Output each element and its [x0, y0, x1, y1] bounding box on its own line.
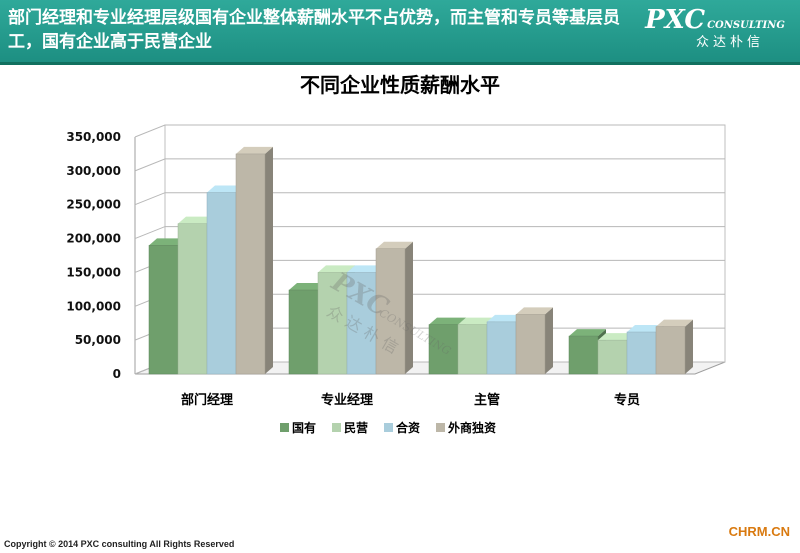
bar-国有-主管: [428, 324, 459, 375]
bar-top: [318, 265, 355, 273]
site-logo-text: CHRM.CN: [728, 524, 790, 539]
bar-top: [516, 307, 553, 315]
legend-label: 合资: [396, 420, 420, 435]
y-tick-label: 250,000: [66, 198, 121, 212]
y-tick-label: 350,000: [66, 130, 121, 144]
y-tick-label: 300,000: [66, 164, 121, 178]
bar-top: [376, 241, 413, 249]
bar-top: [598, 333, 635, 341]
chart-legend: 国有 民营 合资 外商独资: [280, 420, 496, 435]
bar-外商独资-专业经理: [375, 248, 406, 375]
bar-民营-部门经理: [177, 223, 208, 375]
legend-label: 外商独资: [448, 420, 496, 435]
bar-side: [265, 146, 273, 374]
x-tick-label: 专员: [614, 392, 640, 408]
logo-main-text: PXC: [645, 5, 706, 35]
bar-top: [569, 329, 606, 337]
chart: 0 50,000 100,000 150,000 200,000 250,000 300,0…: [66, 73, 726, 435]
bar-国有-专业经理: [288, 289, 319, 375]
legend-label: 民营: [344, 420, 368, 435]
x-tick-label: 主管: [474, 392, 500, 408]
y-tick-label: 200,000: [66, 232, 121, 246]
bar-合资-主管: [486, 321, 517, 375]
bar-外商独资-主管: [515, 314, 546, 375]
bar-top: [627, 325, 664, 333]
gridline: [134, 158, 725, 172]
page-title: 部门经理和专业经理层级国有企业整体薪酬水平不占优势，而主管和专员等基层员工，国有…: [8, 8, 620, 52]
legend-swatch: [384, 423, 393, 432]
legend-swatch: [280, 423, 289, 432]
legend-swatch: [436, 423, 445, 432]
chart-bars: [148, 146, 693, 375]
bar-民营-专业经理: [317, 272, 348, 375]
bar-top: [347, 265, 384, 273]
x-tick-label: 专业经理: [321, 392, 373, 408]
logo-chinese-text: 众达朴信: [695, 35, 764, 50]
y-tick-label: 100,000: [66, 299, 121, 313]
bar-国有-部门经理: [148, 245, 179, 375]
bar-top: [656, 319, 693, 327]
header-banner: 部门经理和专业经理层级国有企业整体薪酬水平不占优势，而主管和专员等基层员工，国有…: [0, 0, 800, 65]
bar-top: [487, 314, 524, 322]
bar-外商独资-专员: [655, 326, 686, 375]
legend-label: 国有: [292, 420, 316, 435]
bar-side: [405, 241, 413, 374]
bar-国有-专员: [568, 335, 599, 375]
bar-top: [458, 317, 495, 325]
bar-合资-专员: [626, 331, 657, 375]
bar-top: [178, 216, 215, 224]
copyright-text: Copyright © 2014 PXC consulting All Righ…: [4, 539, 235, 549]
y-axis-ticks: 0 50,000 100,000 150,000 200,000 250,000 300,0…: [66, 130, 121, 381]
y-tick-label: 0: [113, 367, 121, 381]
bar-top: [236, 146, 273, 154]
bar-民营-主管: [457, 324, 488, 375]
y-tick-label: 50,000: [75, 333, 121, 347]
x-axis-labels: 部门经理 专业经理 主管 专员: [181, 392, 640, 408]
y-tick-label: 150,000: [66, 265, 121, 279]
logo-sub-text: CONSULTING: [707, 20, 785, 31]
gridline: [134, 124, 725, 138]
pxc-logo: PXC CONSULTING 众达朴信: [640, 6, 790, 56]
gridline: [134, 226, 725, 240]
bar-外商独资-部门经理: [235, 153, 266, 375]
bar-side: [545, 307, 553, 374]
chart-title: 不同企业性质薪酬水平: [300, 73, 500, 97]
bar-top: [429, 317, 466, 325]
gridline: [134, 192, 725, 206]
bar-side: [685, 319, 693, 374]
x-tick-label: 部门经理: [181, 392, 233, 408]
bar-合资-部门经理: [206, 192, 237, 375]
bar-合资-专业经理: [346, 272, 377, 375]
legend-swatch: [332, 423, 341, 432]
bar-top: [207, 185, 244, 193]
bar-top: [149, 238, 186, 246]
bar-top: [289, 283, 326, 291]
bar-民营-专员: [597, 339, 628, 375]
